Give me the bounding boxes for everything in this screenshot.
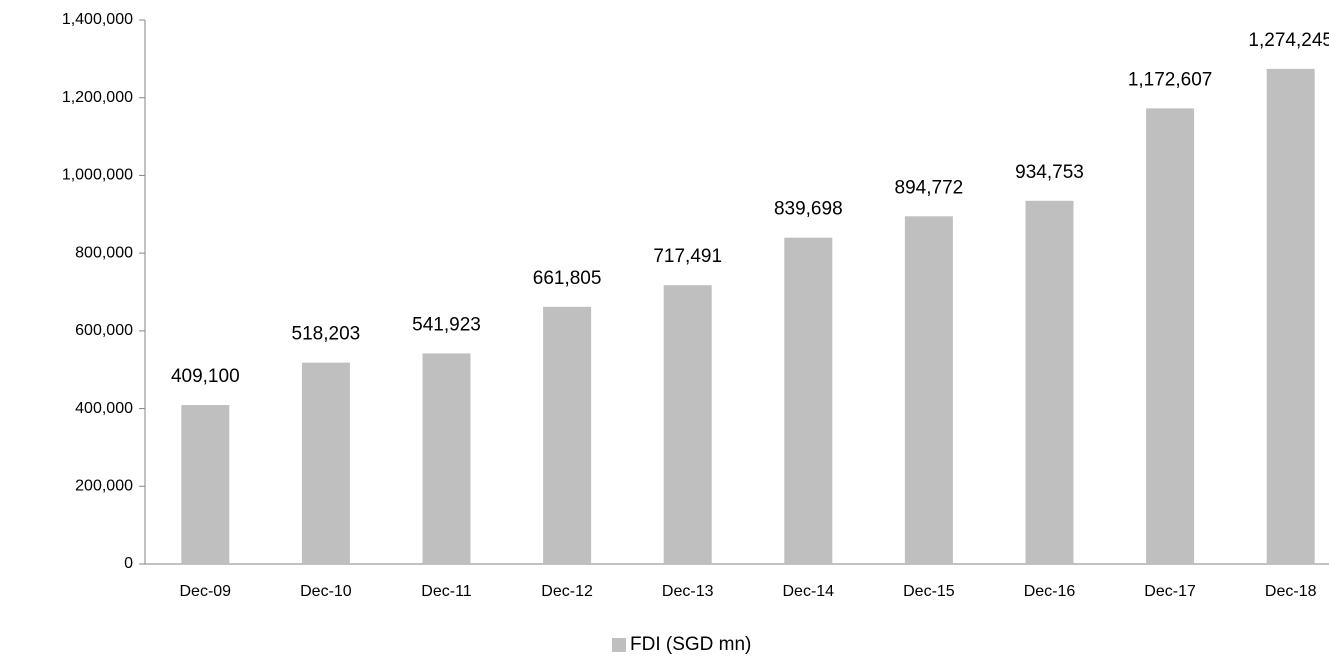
x-tick-label: Dec-09 xyxy=(180,583,232,600)
bar xyxy=(422,353,471,564)
bar xyxy=(1146,108,1195,564)
y-tick-label: 200,000 xyxy=(75,478,133,495)
y-tick-label: 0 xyxy=(124,555,133,572)
bar xyxy=(784,237,833,564)
y-tick-label: 400,000 xyxy=(75,400,133,417)
data-label: 1,172,607 xyxy=(1128,69,1213,90)
y-tick-label: 1,400,000 xyxy=(62,11,133,28)
bar xyxy=(1266,68,1315,564)
data-label: 1,274,245 xyxy=(1248,30,1329,51)
data-label: 934,753 xyxy=(1015,162,1084,183)
x-tick-label: Dec-10 xyxy=(300,583,352,600)
x-tick-label: Dec-11 xyxy=(421,583,471,600)
data-label: 717,491 xyxy=(653,246,722,267)
x-tick-label: Dec-18 xyxy=(1265,583,1317,600)
x-tick-label: Dec-14 xyxy=(783,583,835,600)
x-tick-label: Dec-17 xyxy=(1144,583,1196,600)
data-label: 894,772 xyxy=(895,177,964,198)
x-tick-label: Dec-12 xyxy=(541,583,593,600)
x-tick-label: Dec-16 xyxy=(1024,583,1076,600)
bar xyxy=(1025,200,1074,565)
data-label: 541,923 xyxy=(412,314,481,335)
y-tick-label: 800,000 xyxy=(75,244,133,261)
y-tick-label: 1,000,000 xyxy=(62,167,133,184)
x-tick-label: Dec-13 xyxy=(662,583,714,600)
y-tick-label: 1,200,000 xyxy=(62,89,133,106)
y-tick-label: 600,000 xyxy=(75,322,133,339)
bar xyxy=(543,306,592,564)
data-label: 661,805 xyxy=(533,268,602,289)
data-label: 518,203 xyxy=(292,324,361,345)
data-label: 839,698 xyxy=(774,199,843,220)
bar xyxy=(904,216,953,564)
x-tick-label: Dec-15 xyxy=(903,583,955,600)
legend-label: FDI (SGD mn) xyxy=(630,634,751,655)
data-label: 409,100 xyxy=(171,366,240,387)
bar xyxy=(181,405,230,564)
legend-swatch xyxy=(612,638,626,652)
bar xyxy=(663,285,712,564)
bar xyxy=(301,362,350,564)
